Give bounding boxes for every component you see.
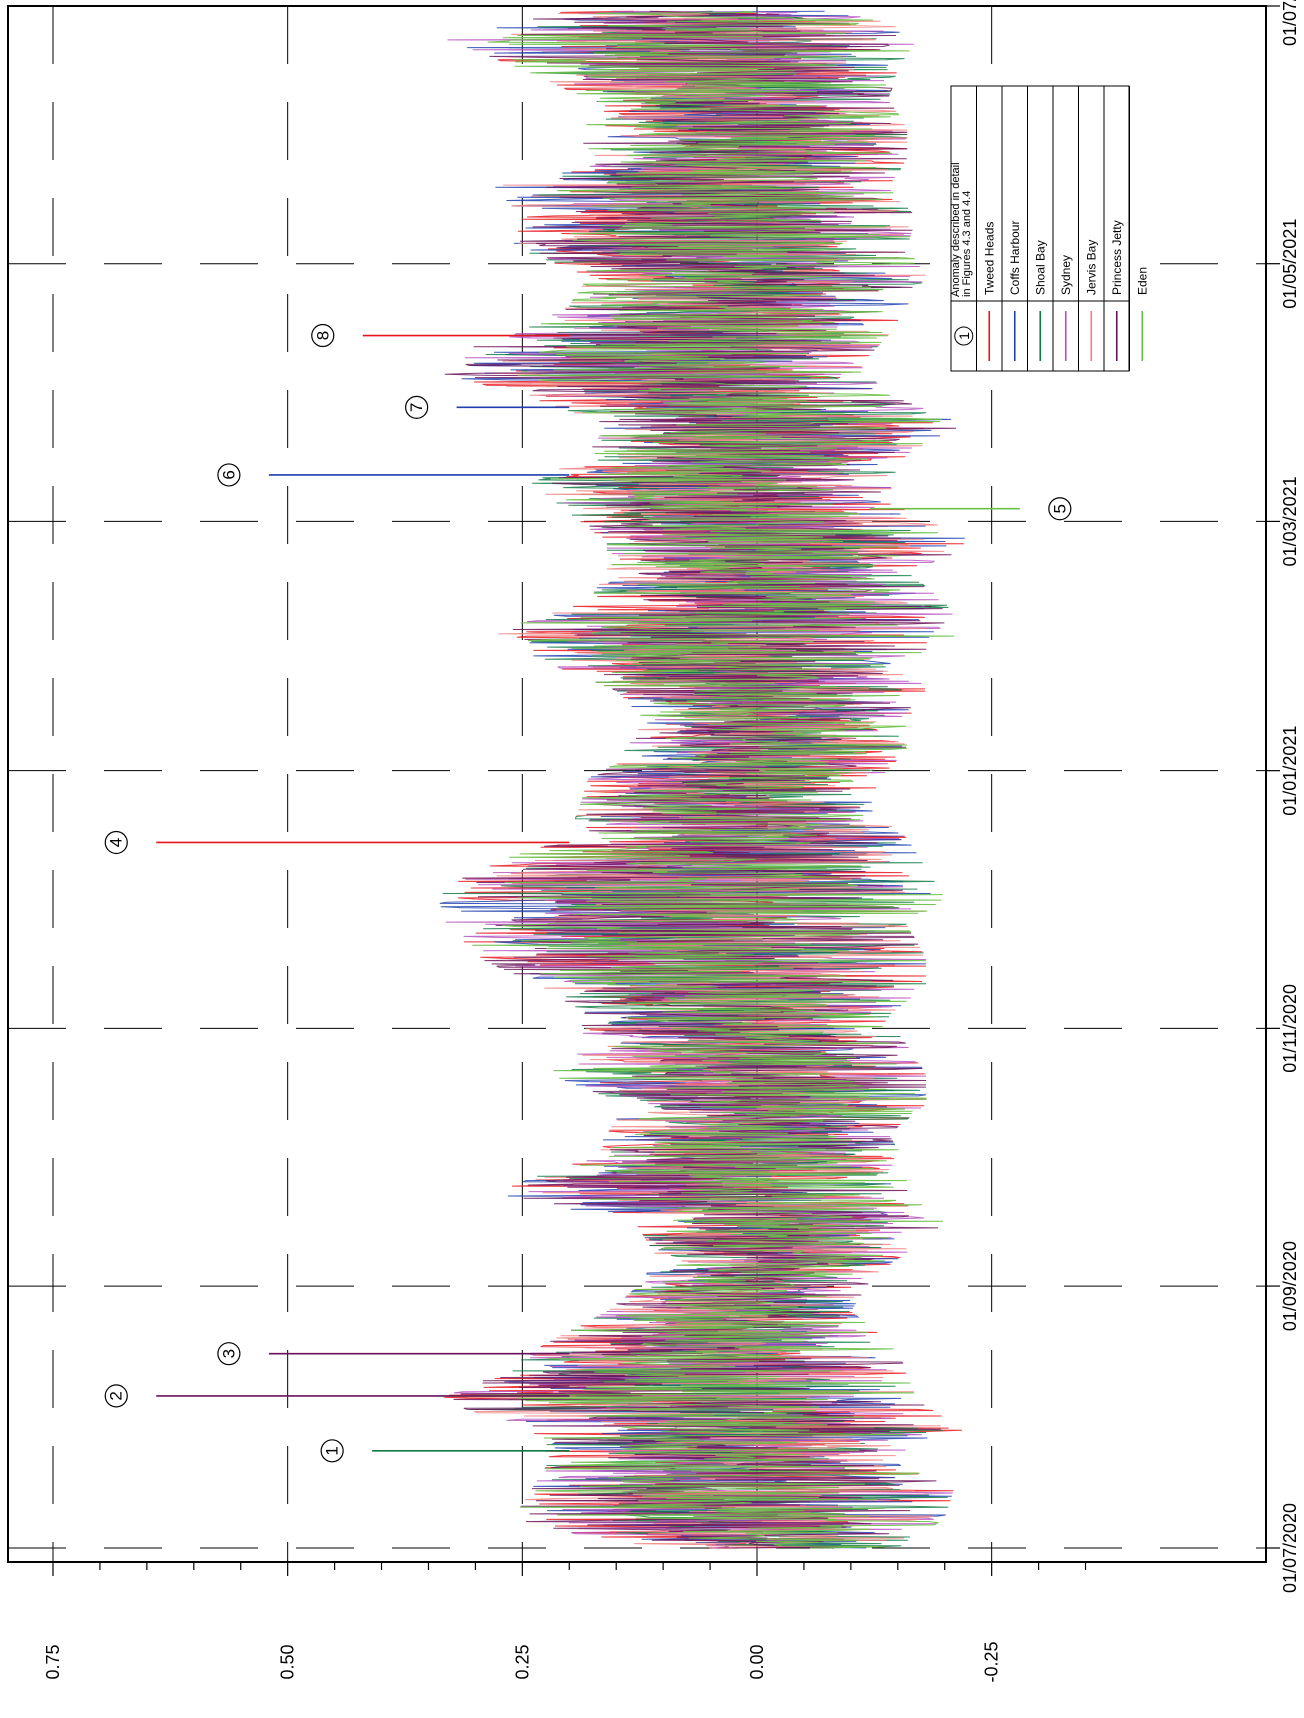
legend-anomaly-label: Anomaly described in detail xyxy=(950,162,962,297)
anomaly-marker-label: 6 xyxy=(219,470,238,479)
anomaly-marker-circle xyxy=(405,395,429,419)
legend-label: Shoal Bay xyxy=(1033,240,1047,295)
anomaly-marker-label: 5 xyxy=(1050,504,1069,513)
date-axis-label: 01/09/2020 xyxy=(1280,1241,1300,1331)
anomaly-marker-circle xyxy=(217,1342,241,1366)
anomaly-marker-label: 4 xyxy=(107,838,126,847)
value-axis-label: -0.25 xyxy=(982,1641,1002,1682)
legend-anomaly-circle xyxy=(954,326,974,346)
anomaly-marker-label: 7 xyxy=(407,403,426,412)
value-axis-label: 0.50 xyxy=(278,1644,298,1679)
anomaly-marker-label: 1 xyxy=(323,1446,342,1455)
legend-label: Sydney xyxy=(1059,255,1073,295)
series-layer xyxy=(439,10,965,1549)
anomaly-marker-circle xyxy=(104,830,128,855)
date-axis-label: 01/03/2021 xyxy=(1280,476,1300,566)
legend-label: Coffs Harbour xyxy=(1008,221,1022,295)
date-axis-label: 01/07/2020 xyxy=(1280,1503,1300,1593)
anomaly-marker-label: 8 xyxy=(313,331,332,340)
legend: 1 Anomaly described in detail in Figures 4… xyxy=(950,85,1149,372)
legend-anomaly-label: in Figures 4.3 and 4.4 xyxy=(961,191,973,297)
anomaly-layer: 1 2 3 4 5 6 7 8 xyxy=(104,323,1072,1463)
anomaly-marker-label: 3 xyxy=(219,1349,238,1358)
date-axis-label: 01/07/202 xyxy=(1280,0,1300,46)
legend-label: Eden xyxy=(1135,267,1149,295)
anomaly-marker-circle xyxy=(320,1439,344,1463)
anomaly-marker-circle xyxy=(104,1384,128,1408)
legend-label: Tweed Heads xyxy=(982,222,996,295)
date-axis-label: 01/11/2020 xyxy=(1280,984,1300,1073)
legend-label: Jervis Bay xyxy=(1084,240,1098,295)
anomaly-marker-circle xyxy=(311,323,335,348)
anomaly-marker-circle xyxy=(217,463,241,487)
value-axis-label: 0.75 xyxy=(43,1644,63,1679)
legend-label: Princess Jetty xyxy=(1110,220,1124,295)
value-axis-label: 0.00 xyxy=(747,1644,767,1679)
anomaly-marker-label: 2 xyxy=(107,1391,126,1400)
plot-frame xyxy=(7,5,1267,1563)
legend-anomaly-number: 1 xyxy=(956,332,972,340)
date-axis-label: 01/05/2021 xyxy=(1280,219,1300,309)
value-axis-label: 0.25 xyxy=(512,1644,532,1679)
series-line-eden xyxy=(446,10,955,1549)
anomaly-marker-circle xyxy=(1048,497,1072,521)
axis-layer: 0.75 0.50 0.25 0.00 -0.25 01/07/2020 01/09/202… xyxy=(43,0,1300,1683)
date-axis-label: 01/01/2021 xyxy=(1280,726,1300,816)
